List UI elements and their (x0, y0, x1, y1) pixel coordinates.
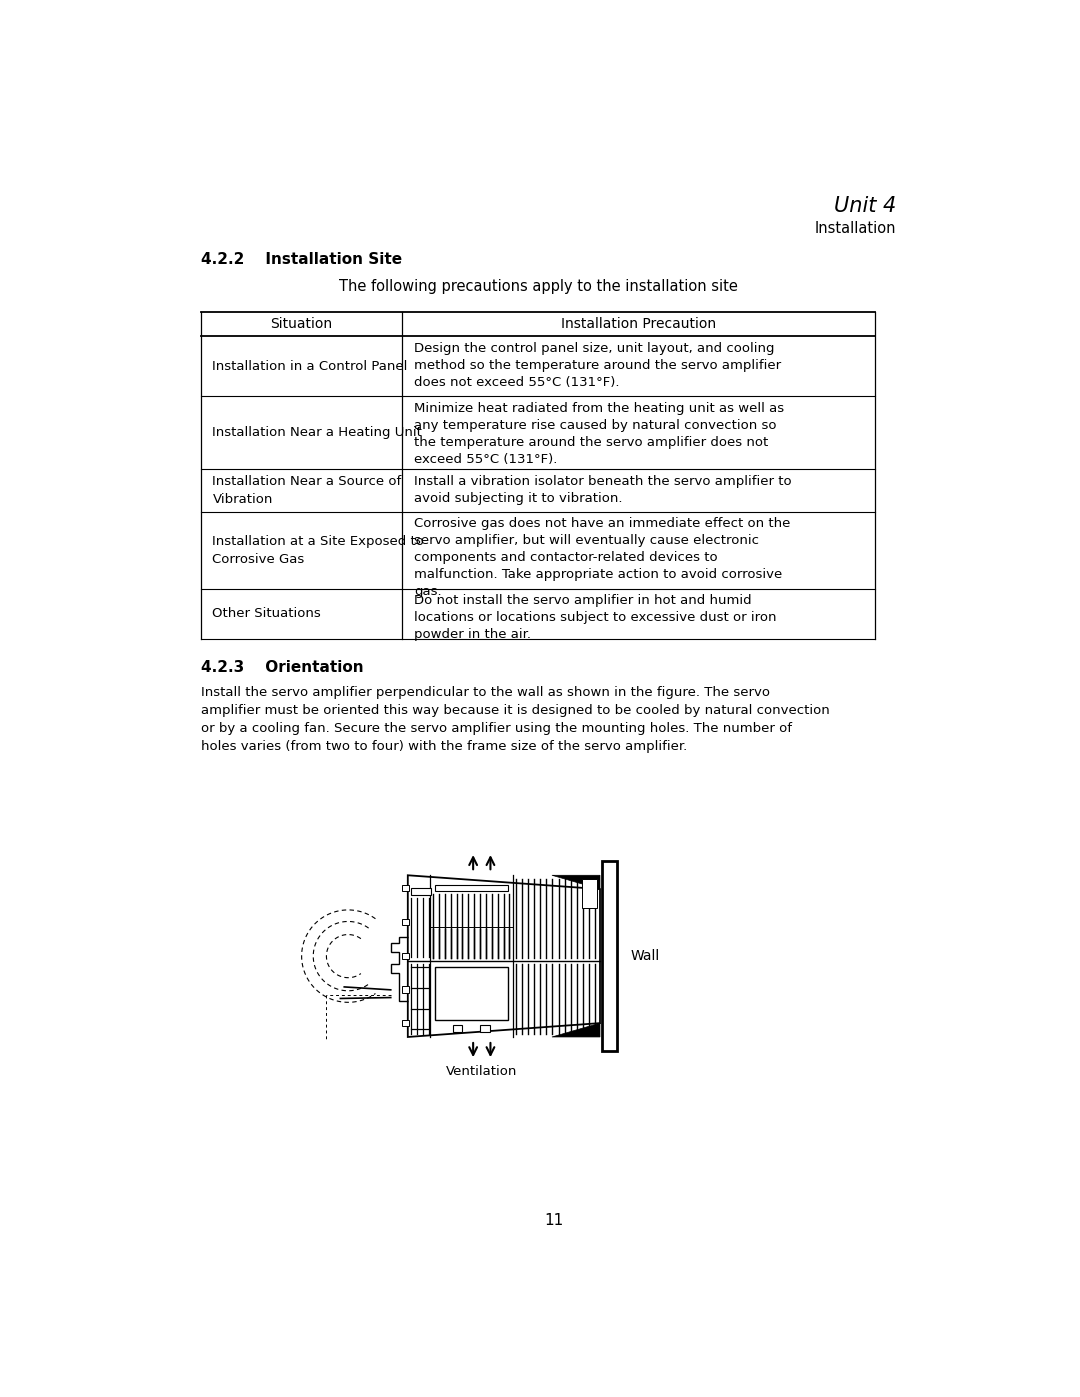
Bar (602, 862, 617, 1051)
Text: Installation in a Control Panel: Installation in a Control Panel (213, 360, 408, 373)
Text: Other Situations: Other Situations (213, 608, 321, 620)
Text: Do not install the servo amplifier in hot and humid
locations or locations subje: Do not install the servo amplifier in ho… (414, 594, 777, 641)
Bar (403, 1020, 409, 1027)
Text: Situation: Situation (271, 317, 333, 331)
Bar (582, 879, 597, 908)
Text: 11: 11 (544, 1213, 563, 1228)
Text: 4.2.2    Installation Site: 4.2.2 Installation Site (201, 251, 402, 267)
Bar (410, 887, 431, 895)
Polygon shape (408, 876, 600, 1037)
Text: Install the servo amplifier perpendicular to the wall as shown in the figure. Th: Install the servo amplifier perpendicula… (201, 686, 829, 753)
Bar (403, 986, 409, 992)
Bar (403, 953, 409, 958)
Text: Design the control panel size, unit layout, and cooling
method so the temperatur: Design the control panel size, unit layo… (414, 342, 781, 388)
Bar (403, 919, 409, 925)
Text: Installation Precaution: Installation Precaution (562, 317, 716, 331)
Polygon shape (552, 876, 600, 888)
Text: Installation at a Site Exposed to
Corrosive Gas: Installation at a Site Exposed to Corros… (213, 535, 424, 566)
Text: The following precautions apply to the installation site: The following precautions apply to the i… (338, 279, 738, 295)
Text: 4.2.3    Orientation: 4.2.3 Orientation (201, 661, 364, 675)
Bar (403, 886, 409, 891)
Bar (481, 1024, 489, 1031)
Bar (434, 884, 508, 891)
Text: Unit 4: Unit 4 (834, 196, 896, 217)
Text: Minimize heat radiated from the heating unit as well as
any temperature rise cau: Minimize heat radiated from the heating … (414, 402, 784, 465)
Text: Corrosive gas does not have an immediate effect on the
servo amplifier, but will: Corrosive gas does not have an immediate… (414, 517, 791, 598)
Text: Wall: Wall (631, 949, 660, 963)
Text: Ventilation: Ventilation (446, 1066, 517, 1078)
Text: Installation Near a Heating Unit: Installation Near a Heating Unit (213, 426, 422, 440)
Bar (453, 1024, 462, 1031)
Text: Installation: Installation (814, 221, 896, 236)
Text: Installation Near a Source of
Vibration: Installation Near a Source of Vibration (213, 475, 402, 506)
Bar (434, 967, 508, 1020)
Text: Install a vibration isolator beneath the servo amplifier to
avoid subjecting it : Install a vibration isolator beneath the… (414, 475, 792, 504)
Polygon shape (552, 1023, 600, 1037)
